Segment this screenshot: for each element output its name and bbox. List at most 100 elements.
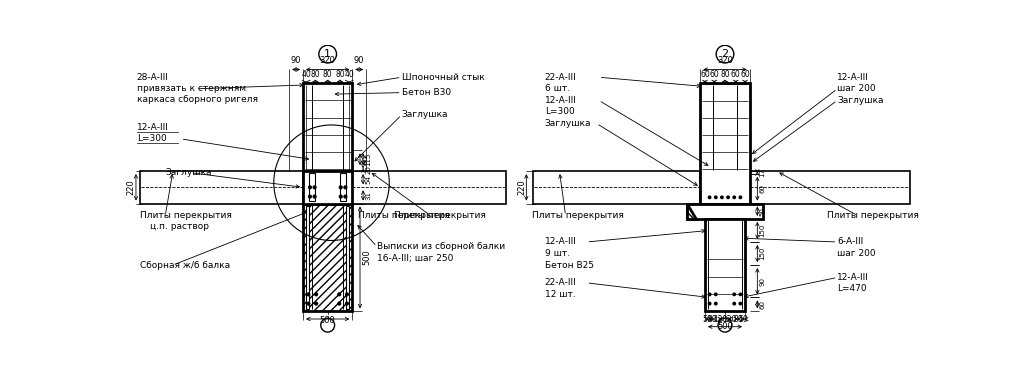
Text: 12-А-III: 12-А-III <box>838 273 869 282</box>
Text: 6-А-III: 6-А-III <box>838 237 863 246</box>
Text: Заглушка: Заглушка <box>165 168 212 177</box>
Text: ц.п. раствор: ц.п. раствор <box>150 222 209 231</box>
Circle shape <box>739 196 741 199</box>
Circle shape <box>345 302 348 305</box>
Text: Заглушка: Заглушка <box>401 110 449 119</box>
Text: 31: 31 <box>366 191 372 200</box>
Text: 2: 2 <box>722 49 728 59</box>
Text: 90: 90 <box>354 56 365 65</box>
Text: 40: 40 <box>301 70 311 79</box>
Circle shape <box>314 302 317 305</box>
Text: 60: 60 <box>760 300 766 309</box>
Polygon shape <box>686 203 695 219</box>
Bar <box>309 174 315 201</box>
Text: L=300: L=300 <box>545 107 574 116</box>
Bar <box>750 171 909 203</box>
Text: 50: 50 <box>760 207 766 216</box>
Text: 50: 50 <box>738 315 748 324</box>
Text: Плиты перекрытия: Плиты перекрытия <box>532 211 625 220</box>
Text: 9 шт.: 9 шт. <box>545 249 570 258</box>
Text: 80: 80 <box>310 70 321 79</box>
Bar <box>352 171 506 203</box>
Text: Плиты перекрытия: Плиты перекрытия <box>140 211 231 220</box>
Text: 12-А-III: 12-А-III <box>137 123 169 132</box>
Text: 60: 60 <box>700 70 710 79</box>
Circle shape <box>338 293 341 296</box>
Text: привязать к стержням: привязать к стержням <box>137 84 246 93</box>
Bar <box>700 83 750 203</box>
Circle shape <box>339 195 342 198</box>
Circle shape <box>313 186 316 189</box>
Circle shape <box>727 196 729 199</box>
Circle shape <box>733 293 735 295</box>
Text: 60: 60 <box>760 184 766 193</box>
Circle shape <box>344 195 347 198</box>
Text: 500: 500 <box>319 316 336 325</box>
Text: 120: 120 <box>723 315 737 324</box>
Text: Плиты перекрытия: Плиты перекрытия <box>827 211 920 220</box>
Bar <box>340 174 346 201</box>
Text: 20: 20 <box>366 165 372 174</box>
Circle shape <box>733 302 735 305</box>
Circle shape <box>308 186 311 189</box>
Text: 500: 500 <box>717 322 733 331</box>
Circle shape <box>721 196 723 199</box>
Circle shape <box>739 302 741 305</box>
Bar <box>306 206 309 309</box>
Text: 80: 80 <box>708 315 717 324</box>
Text: 22-А-III: 22-А-III <box>545 278 577 287</box>
Text: 80: 80 <box>323 70 333 79</box>
Text: Плиты перекрытия: Плиты перекрытия <box>394 211 485 220</box>
Text: 1: 1 <box>325 49 331 59</box>
Text: 60: 60 <box>731 70 740 79</box>
Circle shape <box>338 302 341 305</box>
Text: 16-А-III; шаг 250: 16-А-III; шаг 250 <box>377 254 454 263</box>
Circle shape <box>715 302 717 305</box>
Bar <box>532 171 700 203</box>
Text: Заглушка: Заглушка <box>545 119 591 128</box>
Bar <box>140 171 303 203</box>
Text: 500: 500 <box>362 249 372 265</box>
Circle shape <box>733 196 735 199</box>
Bar <box>303 171 352 203</box>
Circle shape <box>709 196 711 199</box>
Circle shape <box>709 302 711 305</box>
Bar <box>303 203 352 311</box>
Text: шаг 200: шаг 200 <box>838 249 877 258</box>
Circle shape <box>344 186 347 189</box>
Text: 50: 50 <box>702 315 712 324</box>
Circle shape <box>314 293 317 296</box>
Text: 54: 54 <box>366 175 372 184</box>
Circle shape <box>313 195 316 198</box>
Text: 320: 320 <box>717 56 733 65</box>
Bar <box>686 203 764 219</box>
Text: 320: 320 <box>319 56 336 65</box>
Text: 12-А-III: 12-А-III <box>838 73 869 82</box>
Text: 220: 220 <box>127 180 136 195</box>
Text: 80: 80 <box>362 155 369 164</box>
Circle shape <box>715 196 717 199</box>
Text: Плиты перекрытия: Плиты перекрытия <box>357 211 450 220</box>
Text: 80: 80 <box>335 70 345 79</box>
Bar <box>303 83 352 171</box>
Text: 17: 17 <box>760 168 766 177</box>
Circle shape <box>739 293 741 295</box>
Circle shape <box>709 293 711 295</box>
Text: 40: 40 <box>344 70 354 79</box>
Text: 6 шт.: 6 шт. <box>545 84 570 93</box>
Text: 12-А-III: 12-А-III <box>545 96 577 105</box>
Bar <box>346 206 349 309</box>
Text: 90: 90 <box>760 277 766 286</box>
Text: 80: 80 <box>720 70 730 79</box>
Text: 22-А-III: 22-А-III <box>545 73 577 82</box>
Circle shape <box>345 293 348 296</box>
Text: 60: 60 <box>740 70 750 79</box>
Text: каркаса сборного ригеля: каркаса сборного ригеля <box>137 95 258 104</box>
Text: Шпоночный стык: Шпоночный стык <box>401 73 484 82</box>
Text: 12-А-III: 12-А-III <box>545 237 577 246</box>
Text: L=300: L=300 <box>137 134 167 143</box>
Circle shape <box>307 293 310 296</box>
Text: Заглушка: Заглушка <box>838 96 884 105</box>
Text: Бетон В25: Бетон В25 <box>545 261 594 270</box>
Text: Выписки из сборной балки: Выписки из сборной балки <box>377 242 505 251</box>
